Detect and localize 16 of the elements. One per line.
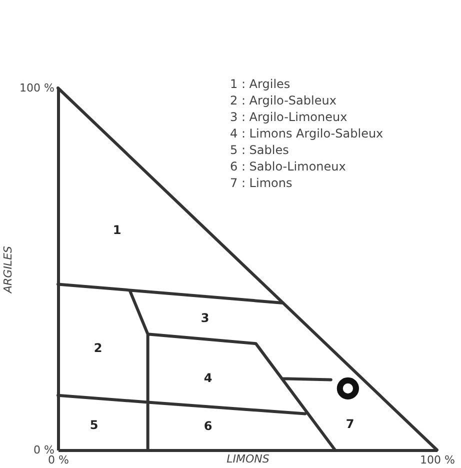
annotation: 1 : Argiles: [230, 77, 290, 91]
annotation: 7: [346, 417, 354, 431]
annotation: 3 : Argilo-Limoneux: [230, 110, 348, 124]
annotation: 6: [204, 419, 212, 433]
y-axis-title: ARGILES: [2, 246, 15, 294]
annotation: 2 : Argilo-Sableux: [230, 94, 336, 108]
annotation: 4: [204, 371, 212, 385]
annotation: 2: [94, 341, 102, 355]
annotation: 1: [112, 223, 122, 237]
x-axis-title: LIMONS: [226, 452, 270, 466]
annotation: 3: [200, 311, 210, 325]
annotation: 5: [90, 418, 98, 432]
annotation: 5 : Sables: [230, 143, 289, 157]
annotation: 6 : Sablo-Limoneux: [230, 160, 346, 174]
annotation: 4 : Limons Argilo-Sableux: [230, 126, 384, 140]
annotation: 7 : Limons: [230, 176, 292, 190]
